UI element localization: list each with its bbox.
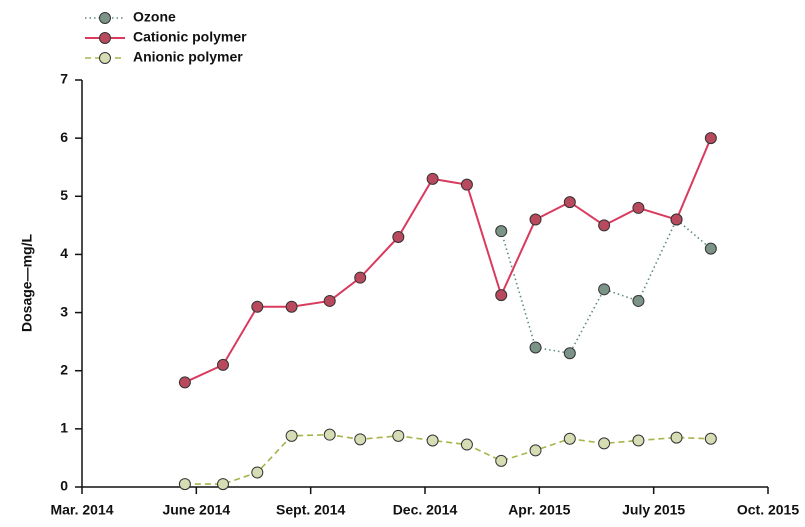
x-tick-label: Dec. 2014 bbox=[393, 502, 458, 518]
data-point bbox=[495, 225, 508, 238]
data-point bbox=[632, 294, 645, 307]
legend-label: Ozone bbox=[133, 9, 176, 25]
y-axis-label: Dosage—mg/L bbox=[19, 234, 35, 332]
data-point bbox=[704, 132, 717, 145]
x-tick-label: Sept. 2014 bbox=[276, 502, 345, 518]
series-line bbox=[184, 433, 711, 485]
x-tick-label: Apr. 2015 bbox=[508, 502, 570, 518]
data-point bbox=[529, 444, 542, 457]
legend-marker bbox=[99, 52, 111, 64]
y-tick-label: 1 bbox=[60, 420, 68, 436]
x-tick-label: Mar. 2014 bbox=[50, 502, 113, 518]
y-tick-label: 0 bbox=[60, 478, 68, 494]
data-point bbox=[354, 433, 367, 446]
series-line bbox=[184, 137, 712, 384]
data-point bbox=[495, 289, 508, 302]
data-point bbox=[251, 300, 264, 313]
data-point bbox=[178, 376, 191, 389]
data-point bbox=[217, 358, 230, 371]
y-tick-label: 5 bbox=[60, 187, 68, 203]
data-point bbox=[285, 300, 298, 313]
legend-label: Anionic polymer bbox=[133, 49, 243, 65]
y-tick-label: 4 bbox=[60, 245, 68, 261]
data-point bbox=[460, 178, 473, 191]
data-point bbox=[323, 428, 336, 441]
data-point bbox=[392, 429, 405, 442]
data-point bbox=[529, 341, 542, 354]
data-point bbox=[460, 438, 473, 451]
data-point bbox=[178, 478, 191, 491]
legend-label: Cationic polymer bbox=[133, 29, 247, 45]
x-tick-label: July 2015 bbox=[622, 502, 685, 518]
x-tick-label: Oct. 2015 bbox=[737, 502, 799, 518]
data-point bbox=[704, 242, 717, 255]
legend-marker bbox=[99, 12, 111, 24]
data-point bbox=[392, 230, 405, 243]
data-point bbox=[563, 196, 576, 209]
legend-marker bbox=[99, 32, 111, 44]
data-point bbox=[598, 283, 611, 296]
y-tick-label: 3 bbox=[60, 303, 68, 319]
data-point bbox=[217, 478, 230, 491]
data-point bbox=[529, 213, 542, 226]
data-point bbox=[632, 201, 645, 214]
data-point bbox=[563, 432, 576, 445]
data-point bbox=[670, 213, 683, 226]
data-point bbox=[251, 466, 264, 479]
data-point bbox=[426, 434, 439, 447]
data-point bbox=[426, 172, 439, 185]
data-point bbox=[285, 429, 298, 442]
data-point bbox=[563, 347, 576, 360]
y-tick-label: 6 bbox=[60, 129, 68, 145]
x-tick-label: June 2014 bbox=[162, 502, 230, 518]
y-tick-label: 2 bbox=[60, 361, 68, 377]
data-point bbox=[704, 432, 717, 445]
data-point bbox=[354, 271, 367, 284]
data-point bbox=[323, 294, 336, 307]
data-point bbox=[632, 434, 645, 447]
data-point bbox=[598, 219, 611, 232]
data-point bbox=[598, 437, 611, 450]
data-point bbox=[495, 454, 508, 467]
data-point bbox=[670, 431, 683, 444]
y-tick-label: 7 bbox=[60, 71, 68, 87]
